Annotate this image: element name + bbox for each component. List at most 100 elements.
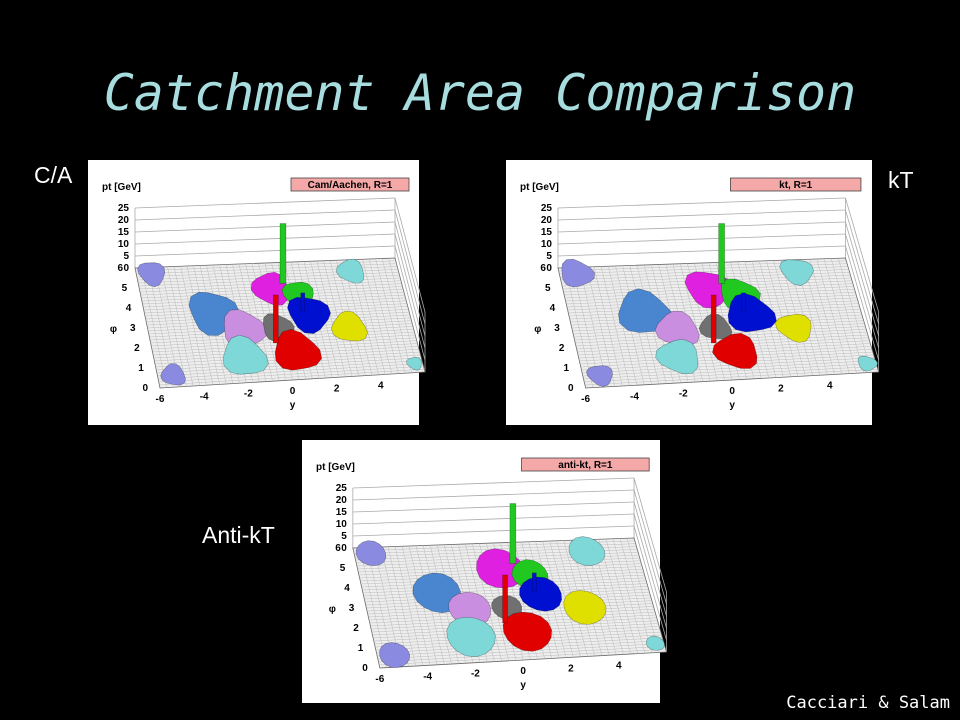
floor-grid bbox=[362, 259, 393, 375]
catchment-area bbox=[586, 365, 613, 387]
wall-line bbox=[845, 221, 880, 337]
phi-tick-label: 6 bbox=[540, 263, 546, 274]
phi-tick-label: 5 bbox=[545, 283, 551, 294]
wall-line bbox=[134, 221, 396, 233]
phi-tick-label: 4 bbox=[344, 583, 350, 594]
z-axis-label: pt [GeV] bbox=[520, 182, 559, 193]
floor-grid bbox=[605, 538, 639, 654]
catchment-area bbox=[335, 258, 365, 284]
catchment-area bbox=[446, 616, 496, 658]
floor-grid bbox=[619, 538, 653, 653]
jet-spike bbox=[741, 292, 746, 312]
z-tick-label: 20 bbox=[118, 215, 130, 226]
wall-line bbox=[845, 209, 880, 325]
catchment-area bbox=[137, 262, 166, 288]
z-tick-label: 10 bbox=[118, 239, 130, 250]
slide-title: Catchment Area Comparison bbox=[104, 64, 857, 122]
z-tick-label: 0 bbox=[546, 263, 552, 274]
wall-line bbox=[557, 221, 846, 233]
catchment-area bbox=[160, 363, 186, 386]
catchment-area bbox=[561, 258, 595, 288]
catchment-area bbox=[712, 332, 758, 369]
phi-tick-label: 2 bbox=[559, 343, 565, 354]
y-tick-label: 4 bbox=[378, 381, 384, 392]
wall-line bbox=[557, 233, 846, 245]
floor-grid bbox=[388, 258, 419, 373]
y-tick-label: 2 bbox=[778, 383, 784, 394]
floor-grid bbox=[830, 258, 865, 373]
phi-tick-label: 4 bbox=[550, 303, 556, 314]
plot-title: kt, R=1 bbox=[779, 180, 813, 191]
z-tick-label: 5 bbox=[341, 531, 347, 542]
wall-line bbox=[352, 525, 635, 537]
wall-line bbox=[352, 489, 635, 501]
plot-panel: Cam/Aachen, R=1pt [GeV]25201510506543210… bbox=[88, 160, 428, 425]
catchment-area bbox=[379, 642, 411, 668]
phi-tick-label: 4 bbox=[126, 303, 132, 314]
z-tick-label: 5 bbox=[123, 251, 129, 262]
wall-edge bbox=[134, 197, 396, 209]
wall-line bbox=[394, 209, 426, 325]
phi-tick-label: 6 bbox=[117, 263, 123, 274]
catchment-area bbox=[568, 536, 606, 566]
y-tick-label: -2 bbox=[471, 669, 480, 680]
wall-edge bbox=[633, 477, 667, 593]
panel-label: Anti-kT bbox=[202, 522, 275, 548]
y-tick-label: -2 bbox=[244, 389, 253, 400]
plot-title: Cam/Aachen, R=1 bbox=[308, 180, 393, 191]
z-tick-label: 0 bbox=[123, 263, 129, 274]
wall-line bbox=[394, 221, 426, 337]
floor-grid bbox=[598, 539, 631, 655]
z-tick-label: 15 bbox=[118, 227, 130, 238]
y-tick-label: 6 bbox=[422, 378, 428, 389]
z-tick-label: 20 bbox=[541, 215, 553, 226]
phi-axis-label: φ bbox=[110, 324, 117, 335]
z-tick-label: 10 bbox=[541, 239, 553, 250]
y-tick-label: 2 bbox=[568, 663, 574, 674]
wall-line bbox=[394, 233, 426, 349]
jet-spike bbox=[502, 574, 508, 624]
phi-tick-label: 6 bbox=[335, 543, 341, 554]
y-tick-label: 4 bbox=[827, 381, 833, 392]
y-tick-label: -6 bbox=[375, 674, 384, 685]
y-tick-label: -4 bbox=[200, 391, 209, 402]
z-axis-label: pt [GeV] bbox=[316, 462, 355, 473]
z-axis-label: pt [GeV] bbox=[102, 182, 141, 193]
catchment-area bbox=[563, 590, 607, 625]
wall-line bbox=[633, 525, 667, 641]
phi-axis-label: φ bbox=[329, 604, 336, 615]
catchment-area bbox=[727, 293, 777, 333]
plot-title: anti-kt, R=1 bbox=[558, 460, 613, 471]
z-tick-label: 15 bbox=[336, 507, 348, 518]
y-tick-label: 6 bbox=[664, 658, 670, 669]
phi-tick-label: 1 bbox=[563, 363, 569, 374]
phi-tick-label: 2 bbox=[134, 343, 140, 354]
catchment-area bbox=[274, 329, 323, 371]
catchment-area bbox=[287, 297, 331, 334]
catchment-area bbox=[250, 271, 288, 306]
z-tick-label: 20 bbox=[336, 495, 348, 506]
wall-line bbox=[633, 501, 667, 617]
wall-line bbox=[557, 245, 846, 257]
panel-label: kT bbox=[888, 167, 914, 193]
wall-line bbox=[557, 209, 846, 221]
floor-grid bbox=[368, 258, 399, 374]
z-tick-label: 25 bbox=[118, 203, 130, 214]
wall-line bbox=[845, 245, 880, 361]
y-axis-label: y bbox=[290, 400, 296, 411]
z-tick-label: 15 bbox=[541, 227, 553, 238]
phi-tick-label: 3 bbox=[130, 323, 136, 334]
floor-grid bbox=[375, 258, 406, 374]
jet-spike bbox=[300, 292, 306, 312]
catchment-area bbox=[502, 611, 552, 652]
floor-grid bbox=[838, 258, 872, 373]
wall-line bbox=[134, 245, 396, 257]
catchment-area bbox=[355, 540, 387, 567]
phi-tick-label: 0 bbox=[568, 383, 574, 394]
y-tick-label: 0 bbox=[290, 386, 296, 397]
phi-tick-label: 3 bbox=[554, 323, 560, 334]
panel-label: C/A bbox=[34, 162, 73, 188]
plot-title-box bbox=[290, 177, 410, 192]
